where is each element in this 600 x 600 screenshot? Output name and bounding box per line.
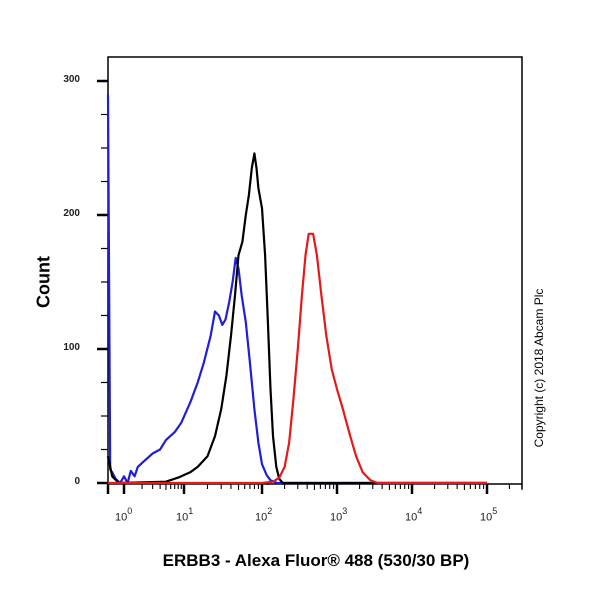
x-tick-label-1e0: 100 xyxy=(115,506,133,524)
x-tick-label-1e1: 101 xyxy=(176,506,194,524)
plot-series xyxy=(106,94,487,485)
x-tick-label-1e4: 104 xyxy=(405,506,423,524)
plot-frame xyxy=(107,56,523,485)
x-tick-label-1e2: 102 xyxy=(255,506,273,524)
y-tick-label-100: 100 xyxy=(63,342,80,353)
series-red-line xyxy=(108,232,487,485)
x-tick-label-1e3: 103 xyxy=(330,506,348,524)
y-axis-label: Count xyxy=(14,232,74,332)
y-tick-label-200: 200 xyxy=(63,208,80,219)
series-black-line xyxy=(106,152,487,485)
y-tick-label-0: 0 xyxy=(74,476,80,487)
series-blue-line xyxy=(106,94,487,485)
y-axis-label-text: Count xyxy=(33,256,54,308)
x-tick-label-1e5: 105 xyxy=(480,506,498,524)
copyright-notice: Copyright (c) 2018 Abcam Plc xyxy=(527,240,551,495)
copyright-text: Copyright (c) 2018 Abcam Plc xyxy=(532,288,546,447)
x-axis-label: ERBB3 - Alexa Fluor® 488 (530/30 BP) xyxy=(162,551,470,570)
y-tick-label-300: 300 xyxy=(63,74,80,85)
plot-axes xyxy=(97,56,523,494)
